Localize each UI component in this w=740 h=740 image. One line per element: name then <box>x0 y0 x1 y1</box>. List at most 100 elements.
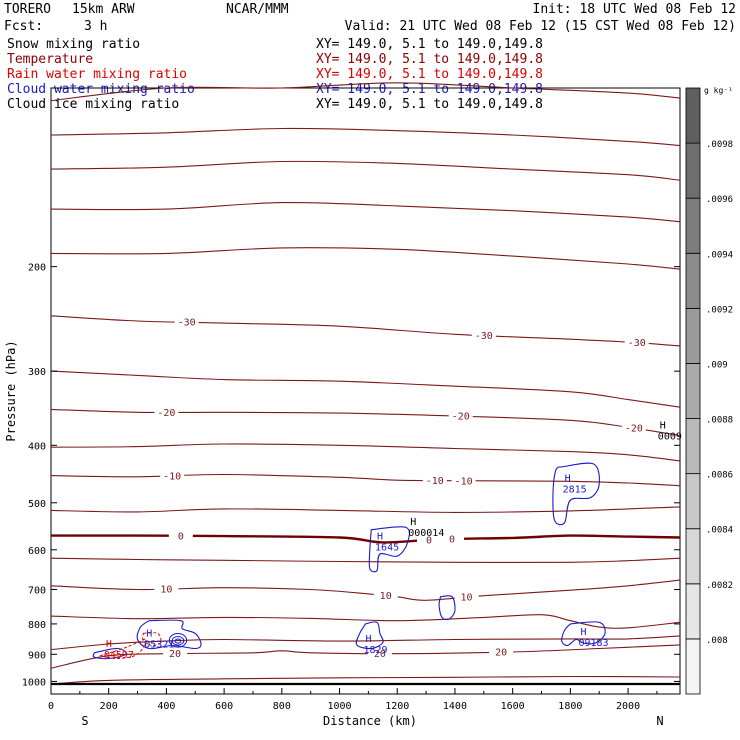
fcst-value: 3 h <box>84 19 107 34</box>
legend-xy: XY= 149.0, 5.1 to 149.0,149.8 <box>316 82 543 97</box>
shading-scale-label: .009 <box>706 360 728 370</box>
isotherm-label: 0 <box>449 535 455 546</box>
y-tick-label: 700 <box>28 586 46 597</box>
x-tick-label: 2000 <box>616 701 640 712</box>
isotherm-label-bg <box>154 407 179 418</box>
isotherm-line <box>50 315 681 347</box>
x-tick-label: 1000 <box>327 701 351 712</box>
isotherm-line <box>50 201 681 223</box>
isotherm-label: -30 <box>178 318 196 329</box>
isotherm-label: -20 <box>452 412 470 423</box>
isotherm-line <box>50 675 681 685</box>
isotherm-label: -20 <box>157 408 175 419</box>
isotherm-label: 0 <box>426 535 432 546</box>
shading-scale: .008 .0082 .0084 .0086 .0088 .009 .0092 .0094 .0… <box>685 87 733 695</box>
isotherm-label: -30 <box>628 338 646 349</box>
cloud-water-contours <box>92 462 606 660</box>
shading-scale-label: .0084 <box>706 526 733 536</box>
isotherm-label: -10 <box>455 476 473 487</box>
x-tick-label: 1800 <box>558 701 582 712</box>
shading-scale-segment <box>685 638 701 695</box>
shading-scale-label: .0086 <box>706 471 733 481</box>
y-tick-label: 300 <box>28 367 46 378</box>
max-marker-value: 04597 <box>104 650 134 661</box>
cloud-water-inner-contour <box>174 638 182 644</box>
rain-water-contour <box>99 638 147 660</box>
x-axis-title: Distance (km) <box>323 714 417 728</box>
legend-xy: XY= 149.0, 5.1 to 149.0,149.8 <box>316 52 543 67</box>
isotherm-line <box>50 644 681 669</box>
isotherm-label-bg <box>154 583 179 594</box>
temperature-isotherms: -30 -30 -30 -20 -20 -20 -10 -10 -10 0 0 0 10 10 10 20 20… <box>50 82 681 685</box>
max-marker-symbol: H <box>580 627 586 638</box>
isotherm-line <box>50 506 681 513</box>
isotherm-line <box>50 473 681 487</box>
isotherm-label-bg <box>448 411 473 422</box>
fcst-label: Fcst: <box>4 19 43 34</box>
x-axis-left-end-label: S <box>81 714 88 728</box>
isotherm-line <box>50 370 681 408</box>
field-legend: Snow mixing ratio XY= 149.0, 5.1 to 149.0… <box>7 37 543 112</box>
isotherm-line <box>50 408 681 436</box>
x-tick-label: 1200 <box>385 701 409 712</box>
y-tick-label: 400 <box>28 441 46 452</box>
plot-area <box>50 87 681 695</box>
cloud-water-contour <box>355 621 384 650</box>
isotherm-label: 10 <box>380 591 392 602</box>
shading-scale-segment <box>685 252 701 309</box>
isotherm-label-bg <box>163 648 188 659</box>
legend-label: Cloud ice mixing ratio <box>7 97 179 112</box>
cloud-water-contour <box>552 462 600 526</box>
max-marker-value: 000014 <box>408 528 444 539</box>
x-axis-right-end-label: N <box>656 714 663 728</box>
x-tick-label: 600 <box>215 701 233 712</box>
rain-water-contours <box>99 632 162 660</box>
isotherm-label-bg <box>422 475 447 486</box>
legend-label: Snow mixing ratio <box>7 37 140 52</box>
shading-scale-segment <box>685 142 701 199</box>
valid-time: Valid: 21 UTC Wed 08 Feb 12 (15 CST Wed … <box>345 19 736 34</box>
isotherm-label-bg <box>624 337 649 348</box>
shading-scale-segment <box>685 197 701 254</box>
isotherm-label-bg <box>160 470 185 481</box>
isotherm-label: 10 <box>160 584 172 595</box>
isotherm-label: -30 <box>475 331 493 342</box>
isotherm-label-bg <box>621 423 646 434</box>
isotherm-label: 10 <box>460 593 472 604</box>
max-marker-symbol: H <box>565 473 571 484</box>
isotherm-label-bg <box>168 530 193 541</box>
legend-label: Rain water mixing ratio <box>7 67 187 82</box>
shading-scale-segment <box>685 528 701 585</box>
max-marker-symbol: H <box>377 532 383 543</box>
shading-scale-label: .0082 <box>706 581 733 591</box>
shading-scale-label: .0094 <box>706 250 733 260</box>
isotherm-label: 0 <box>178 531 184 542</box>
max-marker-symbol: H <box>146 628 152 639</box>
isotherm-line <box>51 534 681 544</box>
max-marker-value: 05321 <box>144 639 174 650</box>
x-tick-label: 400 <box>157 701 175 712</box>
shading-scale-label: .0098 <box>706 140 733 150</box>
x-tick-label: 0 <box>48 701 54 712</box>
x-tick-label: 1600 <box>501 701 525 712</box>
shading-scale-unit: g kg⁻¹ <box>704 86 733 95</box>
max-marker-symbol: H <box>106 639 112 650</box>
cloud-water-contour <box>438 595 456 621</box>
header: TORERO 15km ARW NCAR/MMM Init: 18 UTC We… <box>4 2 736 34</box>
grid-spacing: 15km ARW <box>72 2 135 17</box>
isotherm-label-bg <box>489 647 514 658</box>
y-tick-label: 1000 <box>22 677 46 688</box>
cloud-water-inner-contour <box>168 632 188 648</box>
isotherm-label: 20 <box>374 649 386 660</box>
axes: 0 200 400 600 800 1000 1200 1400 1600 1800 2000200… <box>22 263 680 712</box>
shading-scale-label: .0092 <box>706 305 733 315</box>
legend-label: Temperature <box>7 52 93 67</box>
isotherm-line <box>50 614 681 629</box>
isotherm-label: 20 <box>169 649 181 660</box>
shading-scale-segment <box>685 418 701 475</box>
maximum-markers: H1645H2815H1829H09183H05321H04597H000014… <box>104 421 682 661</box>
x-tick-label: 1400 <box>443 701 467 712</box>
isotherm-label-bg <box>367 648 392 659</box>
isotherm-line <box>50 557 681 564</box>
legend-xy: XY= 149.0, 5.1 to 149.0,149.8 <box>316 37 543 52</box>
